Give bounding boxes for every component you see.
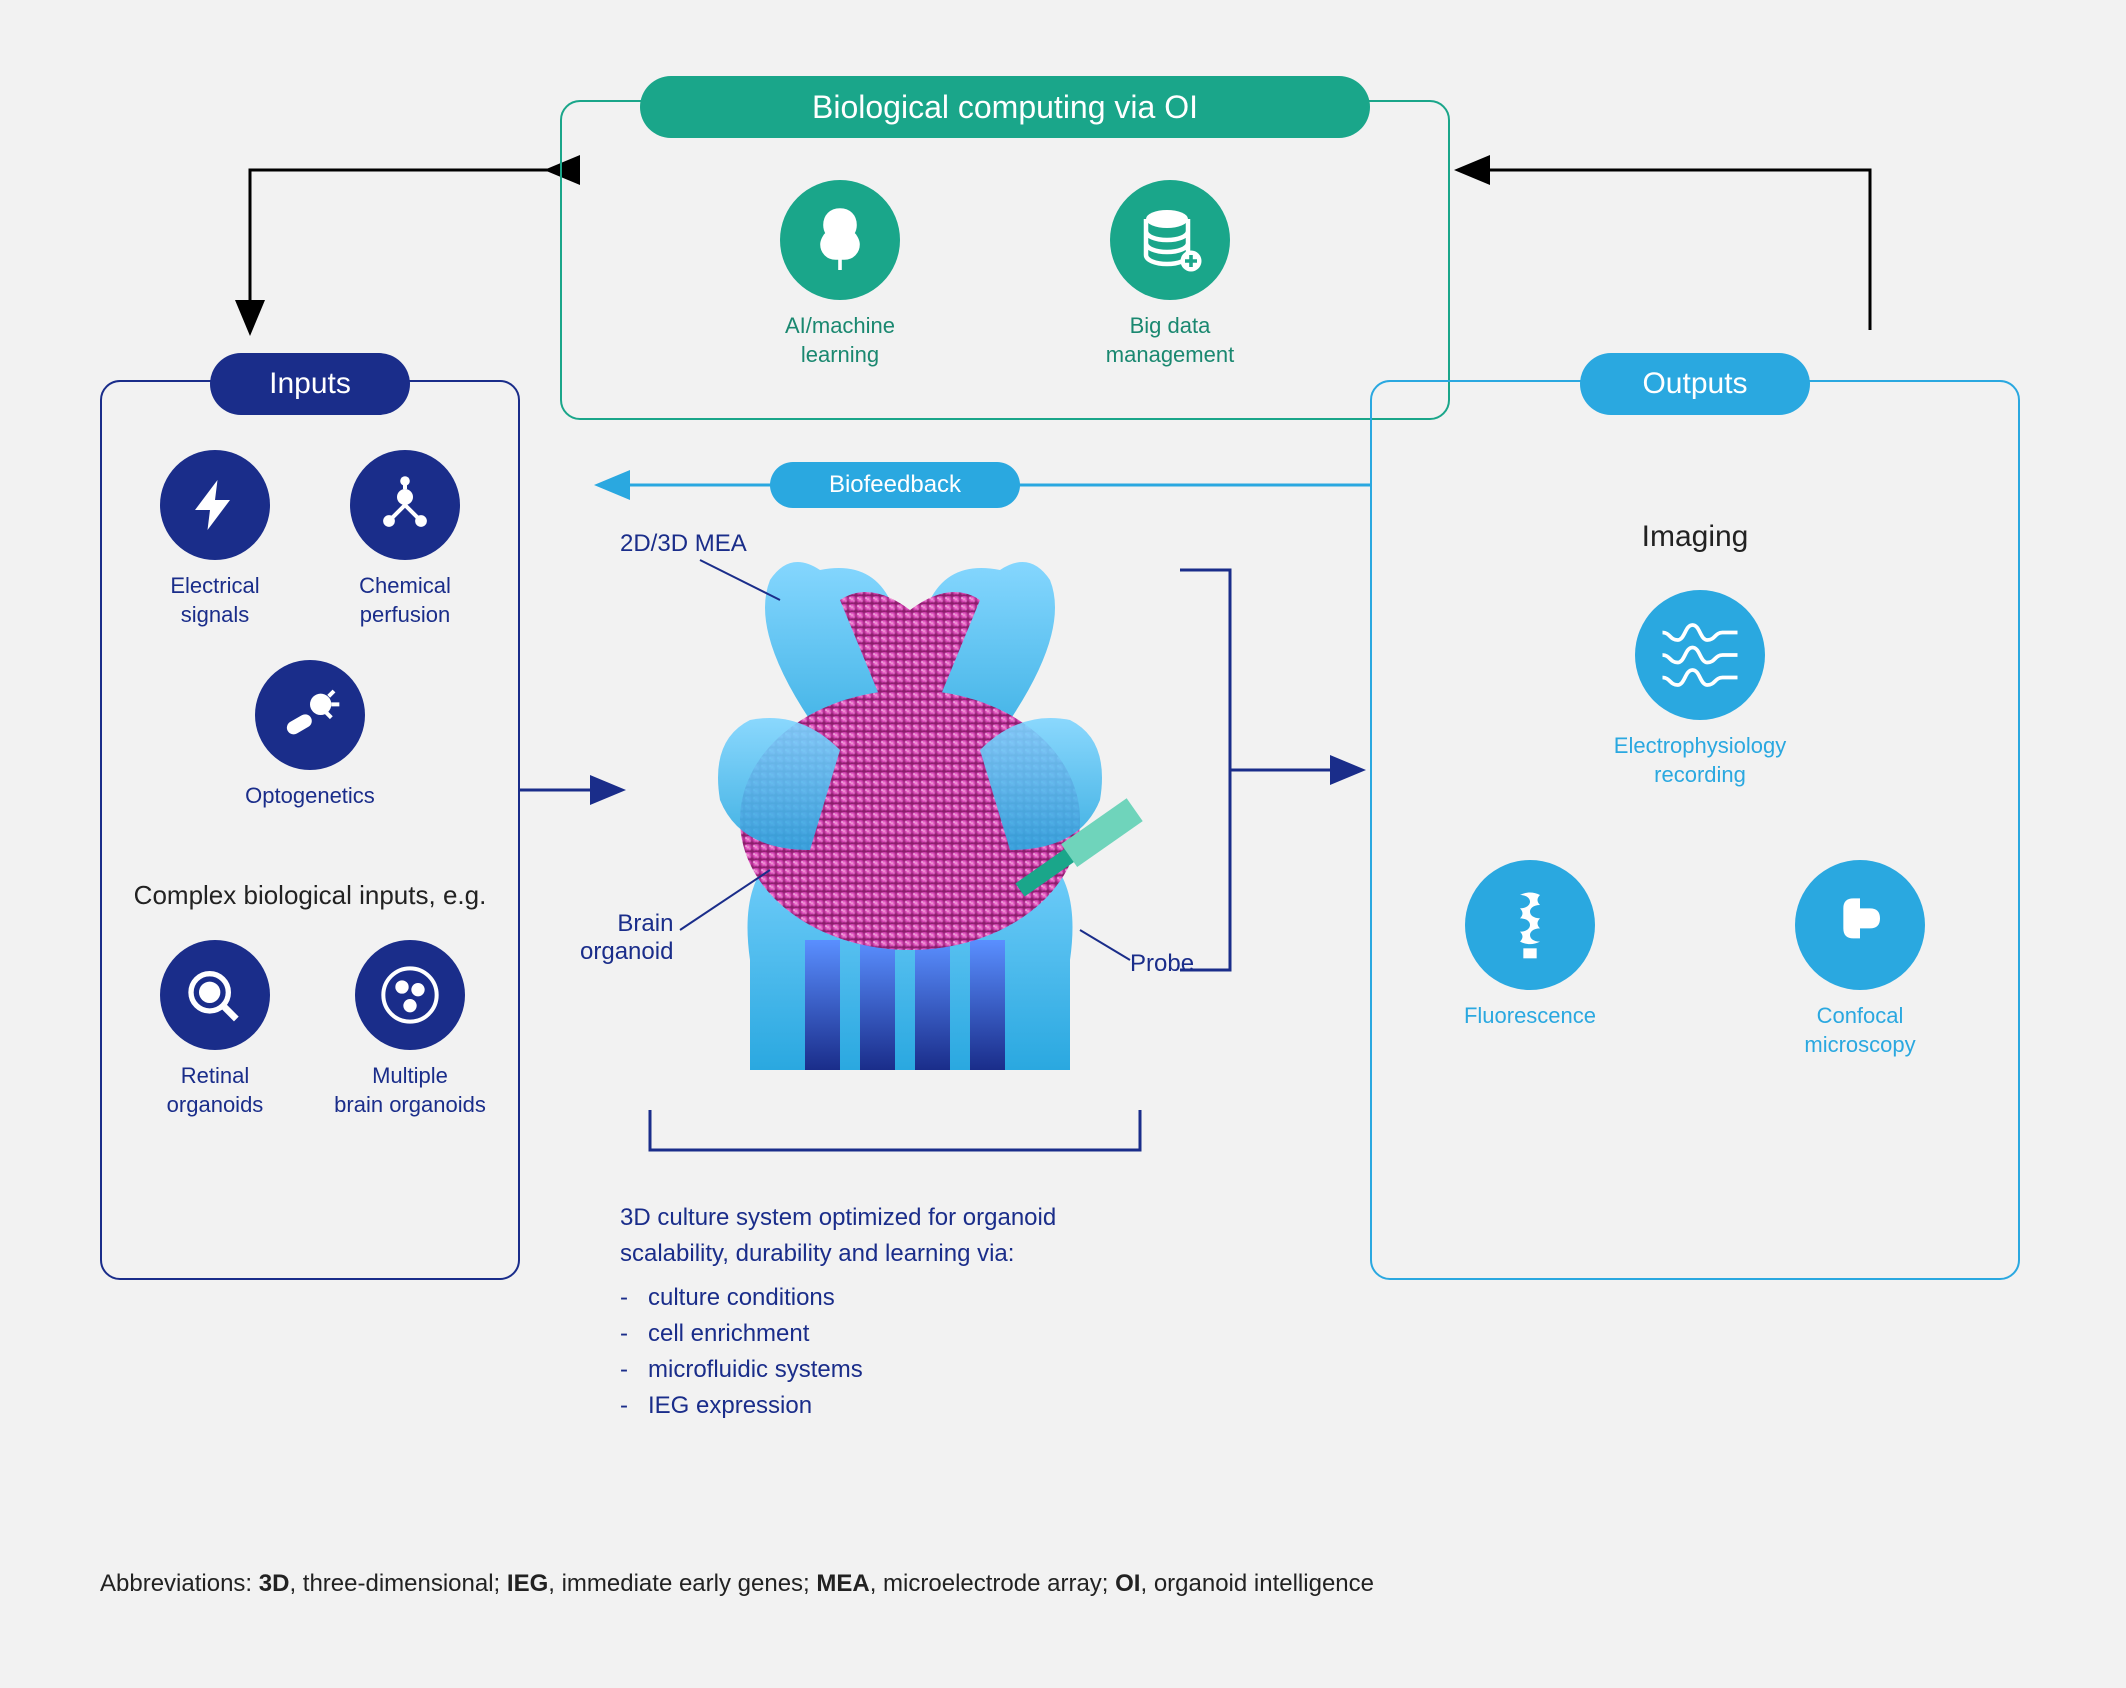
bigdata-item: Big data management: [1070, 180, 1270, 369]
biocomputing-title-pill: Biological computing via OI: [640, 76, 1370, 138]
culture-text-block: 3D culture system optimized for organoid…: [620, 1200, 1220, 1424]
electrical-label: Electrical signals: [170, 572, 259, 629]
abbr-b2: MEA: [816, 1570, 869, 1597]
confocal-icon: [1795, 860, 1925, 990]
probe-label: Probe: [1130, 950, 1194, 978]
outputs-panel: [1370, 380, 2020, 1280]
ai-ml-item: AI/machine learning: [740, 180, 940, 369]
ai-ml-label: AI/machine learning: [785, 312, 895, 369]
abbr-prefix: Abbreviations:: [100, 1570, 259, 1597]
multiple-label: Multiple brain organoids: [334, 1062, 486, 1119]
imaging-header: Imaging: [1370, 520, 2020, 554]
biofeedback-label: Biofeedback: [829, 471, 961, 499]
electrophys-icon: [1635, 590, 1765, 720]
inputs-title-pill: Inputs: [210, 353, 410, 415]
bullet-1: - cell enrichment: [620, 1316, 1220, 1352]
outputs-title: Outputs: [1642, 367, 1747, 401]
mea-label: 2D/3D MEA: [620, 530, 747, 558]
electrophys-label: Electrophysiology recording: [1614, 732, 1786, 789]
fluorescence-label: Fluorescence: [1464, 1002, 1596, 1031]
electrical-icon: [160, 450, 270, 560]
optogenetics-item: Optogenetics: [225, 660, 395, 811]
electrical-item: Electrical signals: [130, 450, 300, 629]
outputs-title-pill: Outputs: [1580, 353, 1810, 415]
bullet-2: - microfluidic systems: [620, 1352, 1220, 1388]
abbr-t2: , microelectrode array;: [870, 1570, 1115, 1597]
chemical-icon: [350, 450, 460, 560]
biofeedback-pill: Biofeedback: [770, 462, 1020, 508]
complex-bio-header: Complex biological inputs, e.g.: [115, 880, 505, 911]
abbr-b3: OI: [1115, 1570, 1140, 1597]
inputs-title: Inputs: [269, 367, 351, 401]
fluorescence-item: Fluorescence: [1420, 860, 1640, 1031]
retinal-icon: [160, 940, 270, 1050]
confocal-label: Confocal microscopy: [1804, 1002, 1915, 1059]
abbr-t1: , immediate early genes;: [548, 1570, 816, 1597]
culture-bullets: - culture conditions - cell enrichment -…: [620, 1280, 1220, 1424]
abbr-t3: , organoid intelligence: [1140, 1570, 1374, 1597]
organoid-label: Brain organoid: [580, 910, 673, 966]
confocal-item: Confocal microscopy: [1750, 860, 1970, 1059]
ai-ml-icon: [780, 180, 900, 300]
abbreviations: Abbreviations: 3D, three-dimensional; IE…: [100, 1570, 1374, 1598]
bullet-0: - culture conditions: [620, 1280, 1220, 1316]
abbr-t0: , three-dimensional;: [289, 1570, 506, 1597]
fluorescence-icon: [1465, 860, 1595, 990]
culture-lead: 3D culture system optimized for organoid…: [620, 1200, 1220, 1272]
organoid-illustration: [640, 540, 1180, 1100]
abbr-b1: IEG: [507, 1570, 548, 1597]
bigdata-icon: [1110, 180, 1230, 300]
biocomputing-panel: [560, 100, 1450, 420]
multiple-item: Multiple brain organoids: [320, 940, 500, 1119]
bullet-3: - IEG expression: [620, 1388, 1220, 1424]
retinal-item: Retinal organoids: [130, 940, 300, 1119]
bigdata-label: Big data management: [1106, 312, 1234, 369]
optogenetics-icon: [255, 660, 365, 770]
biocomputing-title: Biological computing via OI: [812, 89, 1198, 126]
abbr-b0: 3D: [259, 1570, 290, 1597]
retinal-label: Retinal organoids: [167, 1062, 264, 1119]
multiple-icon: [355, 940, 465, 1050]
electrophys-item: Electrophysiology recording: [1590, 590, 1810, 789]
chemical-item: Chemical perfusion: [320, 450, 490, 629]
optogenetics-label: Optogenetics: [245, 782, 375, 811]
chemical-label: Chemical perfusion: [359, 572, 451, 629]
